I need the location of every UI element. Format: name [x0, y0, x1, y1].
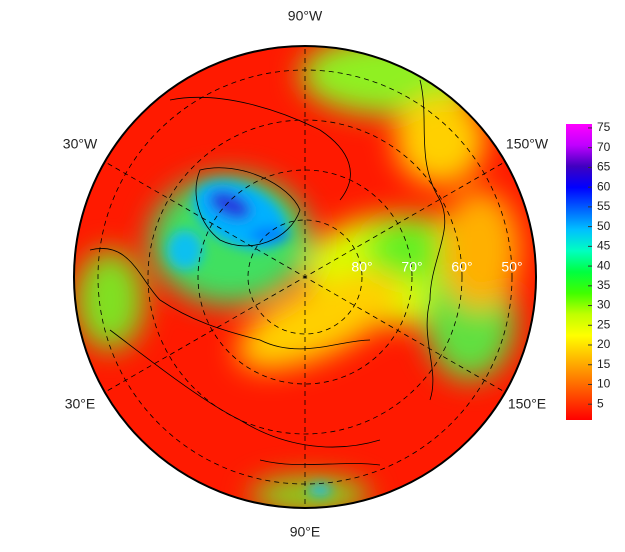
latitude-label: 70° [401, 259, 422, 275]
colorbar-tick-label: 25 [597, 317, 611, 331]
colorbar-tick-label: 35 [597, 278, 611, 292]
latitude-label: 50° [501, 259, 522, 275]
meridian-label: 150°E [508, 396, 546, 412]
coastlines [89, 79, 446, 466]
field [74, 46, 536, 508]
colorbar-tick-label: 60 [597, 179, 611, 193]
meridian-label: 30°W [63, 136, 98, 152]
colorbar-tick-label: 20 [597, 337, 611, 351]
colorbar-tick-label: 50 [597, 219, 611, 233]
colorbar-tick-label: 30 [597, 298, 611, 312]
colorbar-tick-label: 5 [597, 396, 604, 410]
colorbar-scale [566, 124, 592, 420]
latitude-label: 80° [351, 259, 372, 275]
meridian-label: 150°W [506, 136, 549, 152]
colorbar-tick-label: 10 [597, 377, 611, 391]
meridian-label: 90°E [290, 524, 321, 540]
colorbar-tick-label: 45 [597, 239, 611, 253]
colorbar-tick-label: 55 [597, 199, 611, 213]
colorbar-tick-label: 70 [597, 140, 611, 154]
colorbar-tick-label: 65 [597, 160, 611, 174]
colorbar-tick-label: 15 [597, 357, 611, 371]
map-border [73, 45, 537, 509]
colorbar-tick-label: 75 [597, 120, 611, 134]
colorbar-tick-label: 40 [597, 258, 611, 272]
latitude-label: 60° [451, 259, 472, 275]
meridian-label: 90°W [288, 8, 323, 24]
graticule [97, 46, 513, 508]
meridian-label: 30°E [65, 396, 96, 412]
latitude-labels: 80° 70° 60° 50° [351, 259, 522, 275]
colorbar: 5 10 15 20 25 30 35 40 45 50 55 60 65 70 75 [566, 120, 611, 420]
